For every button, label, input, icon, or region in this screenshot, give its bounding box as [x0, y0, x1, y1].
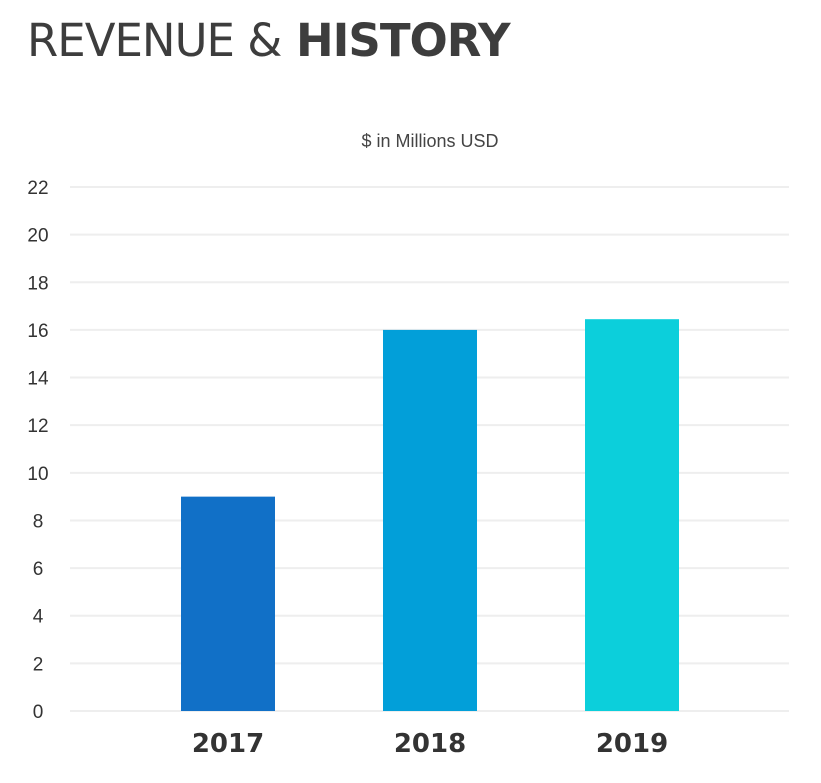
x-category-label: 2019 — [596, 729, 668, 759]
bars — [181, 319, 679, 711]
y-tick-label: 10 — [27, 464, 48, 485]
chart-subtitle: $ in Millions USD — [361, 131, 499, 151]
x-category-label: 2018 — [394, 729, 466, 759]
title-light-text: REVENUE & — [27, 14, 282, 67]
bar-2019 — [585, 319, 679, 711]
x-category-label: 2017 — [192, 729, 264, 759]
y-tick-label: 20 — [27, 226, 48, 247]
y-tick-label: 2 — [33, 654, 44, 675]
y-tick-label: 22 — [27, 178, 48, 199]
y-tick-label: 0 — [33, 702, 44, 723]
title-bold-text: HISTORY — [296, 14, 511, 67]
x-axis-labels: 2017 2018 2019 — [192, 729, 668, 759]
bar-2017 — [181, 496, 275, 711]
y-tick-label: 8 — [33, 511, 44, 532]
y-tick-label: 18 — [27, 273, 48, 294]
page-title: REVENUE & HISTORY — [27, 8, 511, 74]
bar-2018 — [383, 329, 477, 711]
y-tick-label: 16 — [27, 321, 48, 342]
y-tick-label: 4 — [33, 607, 44, 628]
y-axis-ticks: 0 2 4 6 8 10 12 14 16 18 20 22 — [27, 178, 49, 723]
y-tick-label: 6 — [33, 559, 44, 580]
y-tick-label: 12 — [27, 416, 48, 437]
y-tick-label: 14 — [27, 369, 49, 390]
